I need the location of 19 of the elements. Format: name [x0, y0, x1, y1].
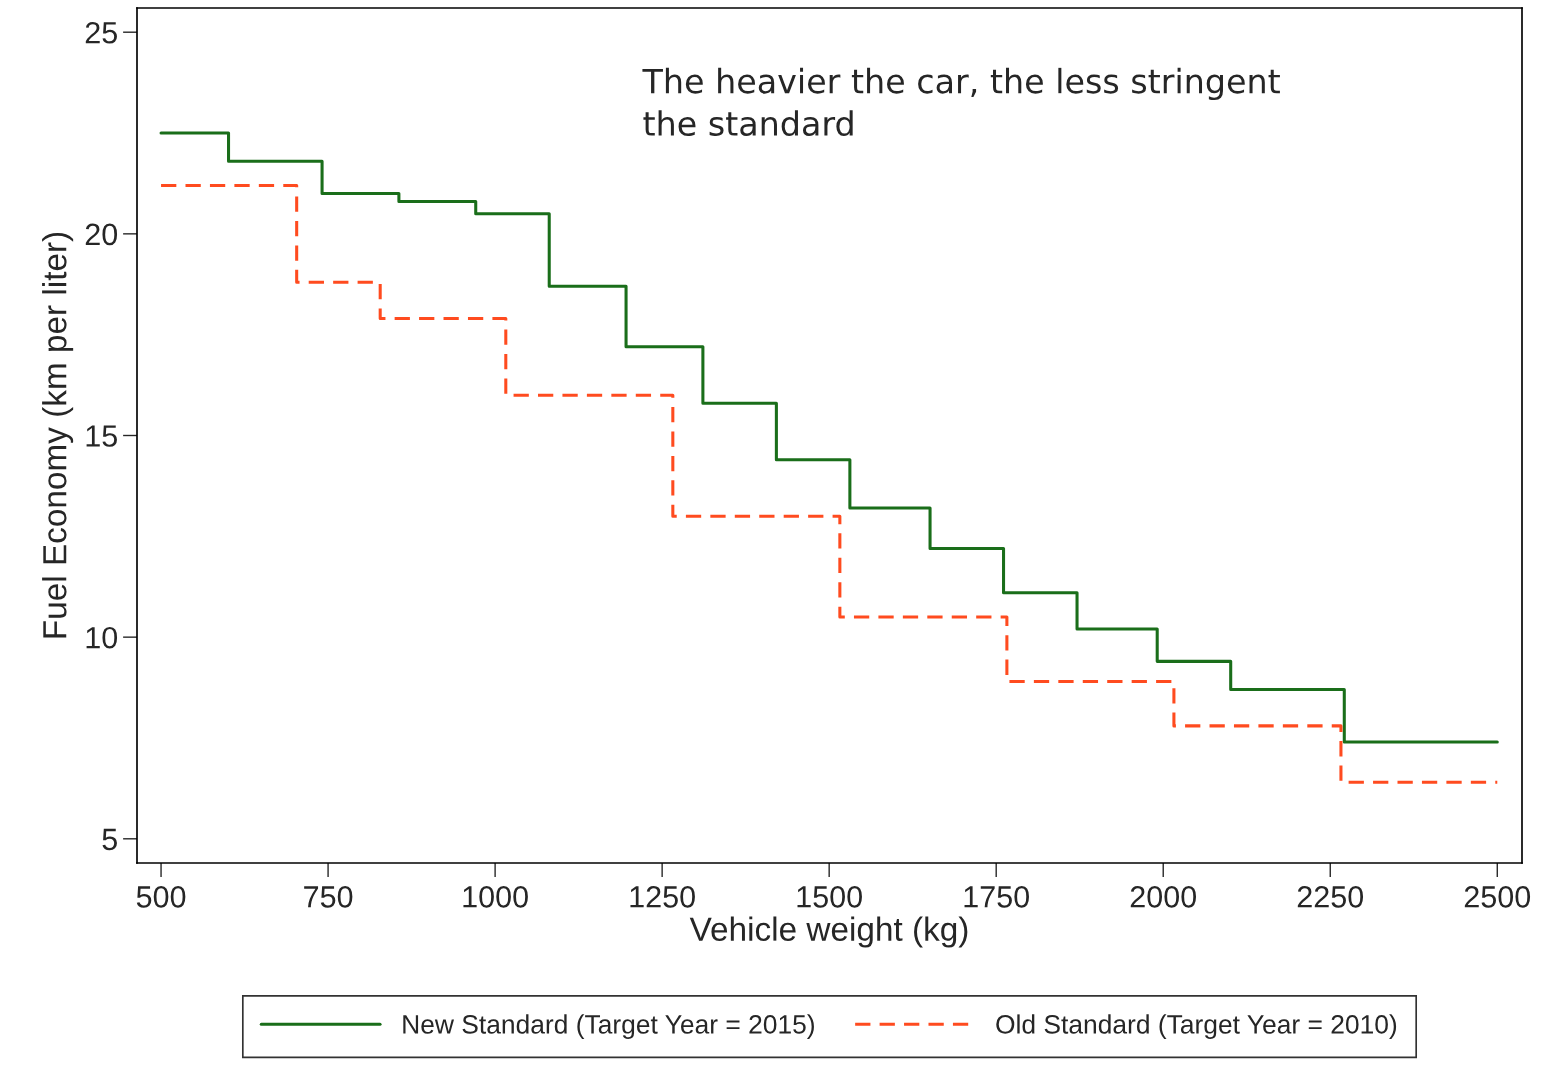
annotation: The heavier the car, the less stringent the standard [642, 67, 1280, 137]
x-tick-label: 750 [304, 886, 353, 908]
y-tick-label: 5 [102, 828, 117, 851]
x-tick-label: 1750 [964, 886, 1029, 908]
x-tick-label: 500 [136, 886, 186, 908]
x-tick-label: 1250 [630, 886, 695, 908]
y-tick-label: 10 [86, 626, 118, 649]
x-tick-label: 1000 [463, 886, 528, 908]
x-tick-label: 2000 [1130, 886, 1197, 908]
y-axis-title: Fuel Economy (km per liter) [42, 232, 74, 638]
y-tick-label: 25 [85, 21, 117, 44]
legend-label: Old Standard (Target Year = 2010) [996, 1014, 1397, 1039]
x-axis-title: Vehicle weight (kg) [689, 916, 968, 948]
x-tick-label: 2500 [1464, 886, 1531, 908]
legend-label: New Standard (Target Year = 2015) [403, 1014, 814, 1039]
x-tick-label: 1500 [797, 886, 862, 908]
x-tick-label: 2250 [1297, 886, 1364, 908]
y-tick-label: 15 [86, 425, 117, 447]
y-tick-label: 20 [85, 223, 118, 246]
